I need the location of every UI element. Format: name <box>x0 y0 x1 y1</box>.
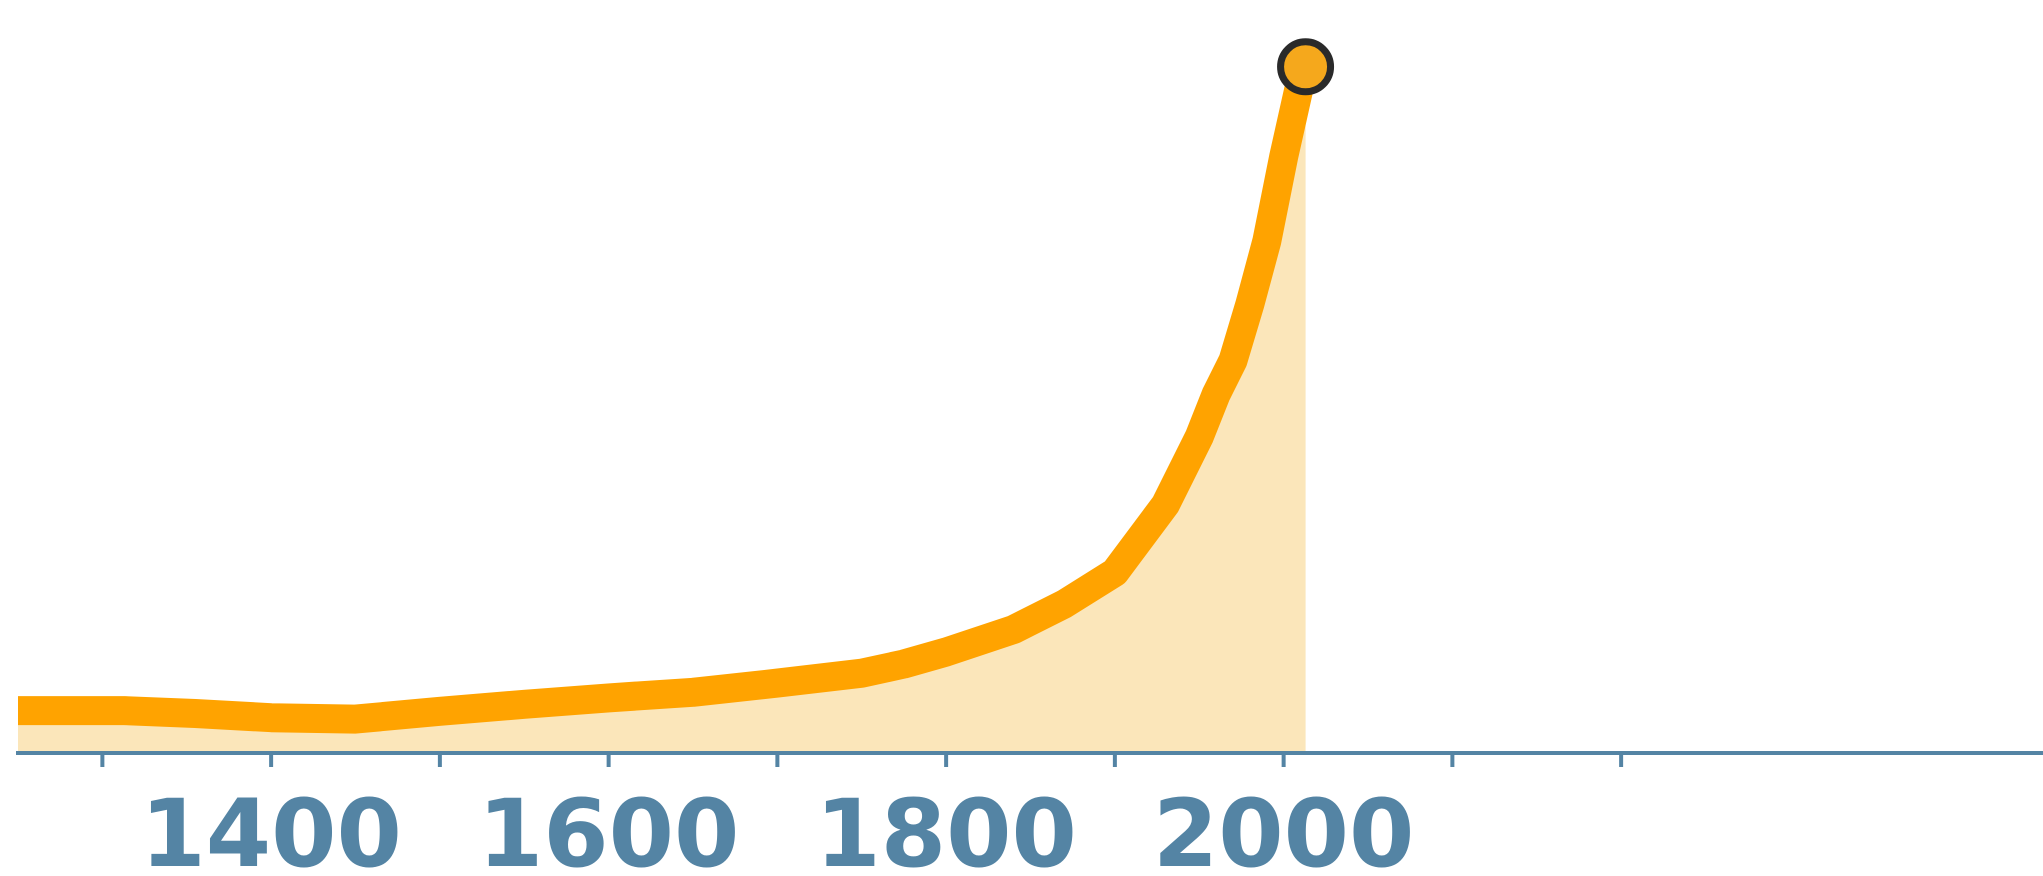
x-axis <box>16 751 2043 767</box>
x-tick-labels: 1400 1600 1800 2000 <box>140 780 1414 876</box>
end-point-marker <box>1277 38 1335 96</box>
x-tick-label-1400: 1400 <box>140 780 402 876</box>
marker-layer <box>1277 38 1335 96</box>
x-tick-label-1800: 1800 <box>815 780 1077 876</box>
x-tick-label-1600: 1600 <box>478 780 740 876</box>
series-area <box>18 66 1306 754</box>
x-tick-label-2000: 2000 <box>1153 780 1415 876</box>
series-line <box>18 62 1320 734</box>
area-layer <box>18 66 1306 754</box>
line-layer <box>18 62 1320 734</box>
